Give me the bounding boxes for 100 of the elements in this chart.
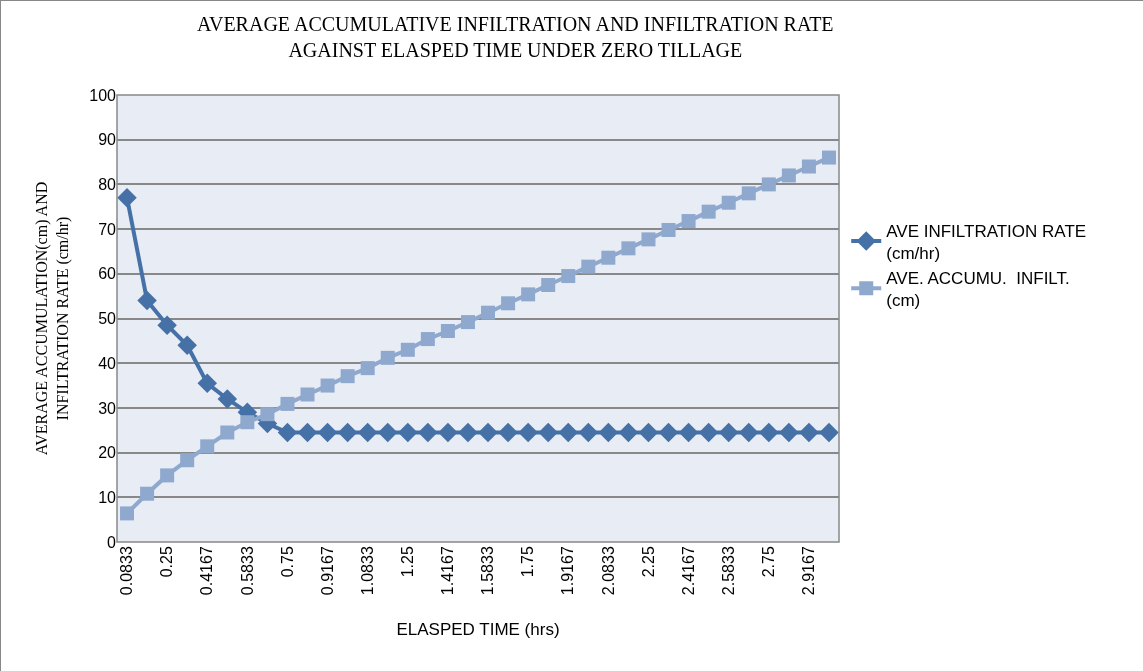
point [177, 335, 197, 356]
point [277, 422, 298, 443]
point [220, 425, 235, 440]
chart-title: AVERAGE ACCUMULATIVE INFILTRATION AND INFILTRATION RATE AGAINST ELASPED TIME UNDER ZERO TILLAGE [197, 13, 834, 62]
point [721, 195, 736, 210]
point [621, 241, 636, 256]
point [718, 422, 739, 443]
point [320, 378, 335, 393]
point [678, 422, 699, 443]
point [120, 506, 135, 521]
point [340, 369, 355, 384]
y-tick-label: 90 [98, 131, 117, 149]
point [741, 186, 756, 201]
x-tick-label: 0.25 [158, 546, 176, 578]
point [581, 259, 596, 274]
point [501, 296, 516, 311]
point [598, 422, 619, 443]
x-tick-label: 1.25 [399, 546, 417, 578]
point [117, 188, 137, 208]
x-tick-label: 1.5833 [479, 546, 497, 596]
point [217, 389, 238, 409]
point [160, 468, 175, 483]
x-axis-title: ELASPED TIME (hrs) [396, 619, 560, 639]
point [438, 422, 458, 443]
point [260, 407, 275, 422]
point [137, 290, 157, 311]
point [240, 415, 255, 430]
point [761, 177, 776, 192]
point [541, 277, 556, 292]
point [398, 422, 418, 443]
point [481, 305, 496, 320]
point [799, 422, 819, 443]
x-tick-label: 2.9167 [800, 546, 818, 596]
point [561, 269, 576, 284]
point [478, 422, 498, 443]
point [779, 422, 799, 443]
point [601, 250, 616, 265]
y-tick-label: 50 [98, 310, 117, 328]
point [157, 315, 177, 335]
point [681, 214, 696, 229]
point [521, 287, 536, 302]
point [380, 350, 395, 365]
y-tick-label: 70 [98, 220, 117, 238]
legend-label: AVE INFILTRATION RATE (cm/hr) [886, 221, 1087, 263]
point [297, 422, 318, 443]
y-axis-title: AVERAGE ACCUMULATION(cm) AND INFILTRATION RATE (cm/hr) [33, 181, 73, 456]
point [538, 422, 558, 443]
point [440, 324, 455, 339]
point [641, 232, 656, 247]
y-tick-label: 40 [98, 354, 117, 372]
point [558, 422, 578, 443]
y-tick-label: 0 [107, 533, 117, 551]
y-tick-label: 60 [98, 265, 117, 283]
point [140, 486, 155, 501]
x-tick-label: 0.4167 [198, 546, 216, 596]
x-tick-label: 2.5833 [719, 546, 737, 596]
point [819, 422, 839, 443]
point [420, 332, 435, 347]
point [378, 422, 398, 443]
point [658, 422, 679, 443]
point [300, 387, 315, 402]
point [197, 373, 217, 394]
x-tick-label: 0.0833 [118, 546, 136, 596]
point [701, 204, 716, 219]
point [821, 150, 836, 165]
y-tick-label: 100 [89, 86, 117, 104]
x-tick-label: 0.5833 [238, 546, 256, 596]
point [518, 422, 538, 443]
point [360, 361, 375, 376]
x-tick-label: 2.75 [760, 546, 778, 578]
point [578, 422, 599, 443]
point [638, 422, 659, 443]
x-tick-label: 1.9167 [559, 546, 577, 596]
point [661, 222, 676, 237]
point [357, 422, 378, 443]
x-tick-label: 2.4167 [679, 546, 697, 596]
point [337, 422, 358, 443]
x-tick-label: 2.0833 [599, 546, 617, 596]
y-tick-label: 20 [98, 444, 117, 462]
y-tick-label: 30 [98, 399, 117, 417]
point [180, 453, 195, 468]
point [759, 422, 779, 443]
point [418, 422, 438, 443]
point [781, 168, 796, 183]
x-tick-label: 1.0833 [358, 546, 376, 596]
x-tick-label: 1.4167 [439, 546, 457, 596]
point [458, 422, 478, 443]
point [698, 422, 719, 443]
point [739, 422, 759, 443]
point [317, 422, 338, 443]
x-tick-label: 0.9167 [318, 546, 336, 596]
x-tick-label: 0.75 [278, 546, 296, 578]
y-tick-label: 80 [98, 176, 117, 193]
point [400, 342, 415, 357]
point [801, 159, 816, 174]
legend-label: AVE. ACCUMU. INFILT. (cm) [886, 268, 1070, 310]
point [618, 422, 639, 443]
x-tick-label: 2.25 [639, 546, 657, 578]
point [498, 422, 518, 443]
x-tick-label: 1.75 [519, 546, 537, 578]
